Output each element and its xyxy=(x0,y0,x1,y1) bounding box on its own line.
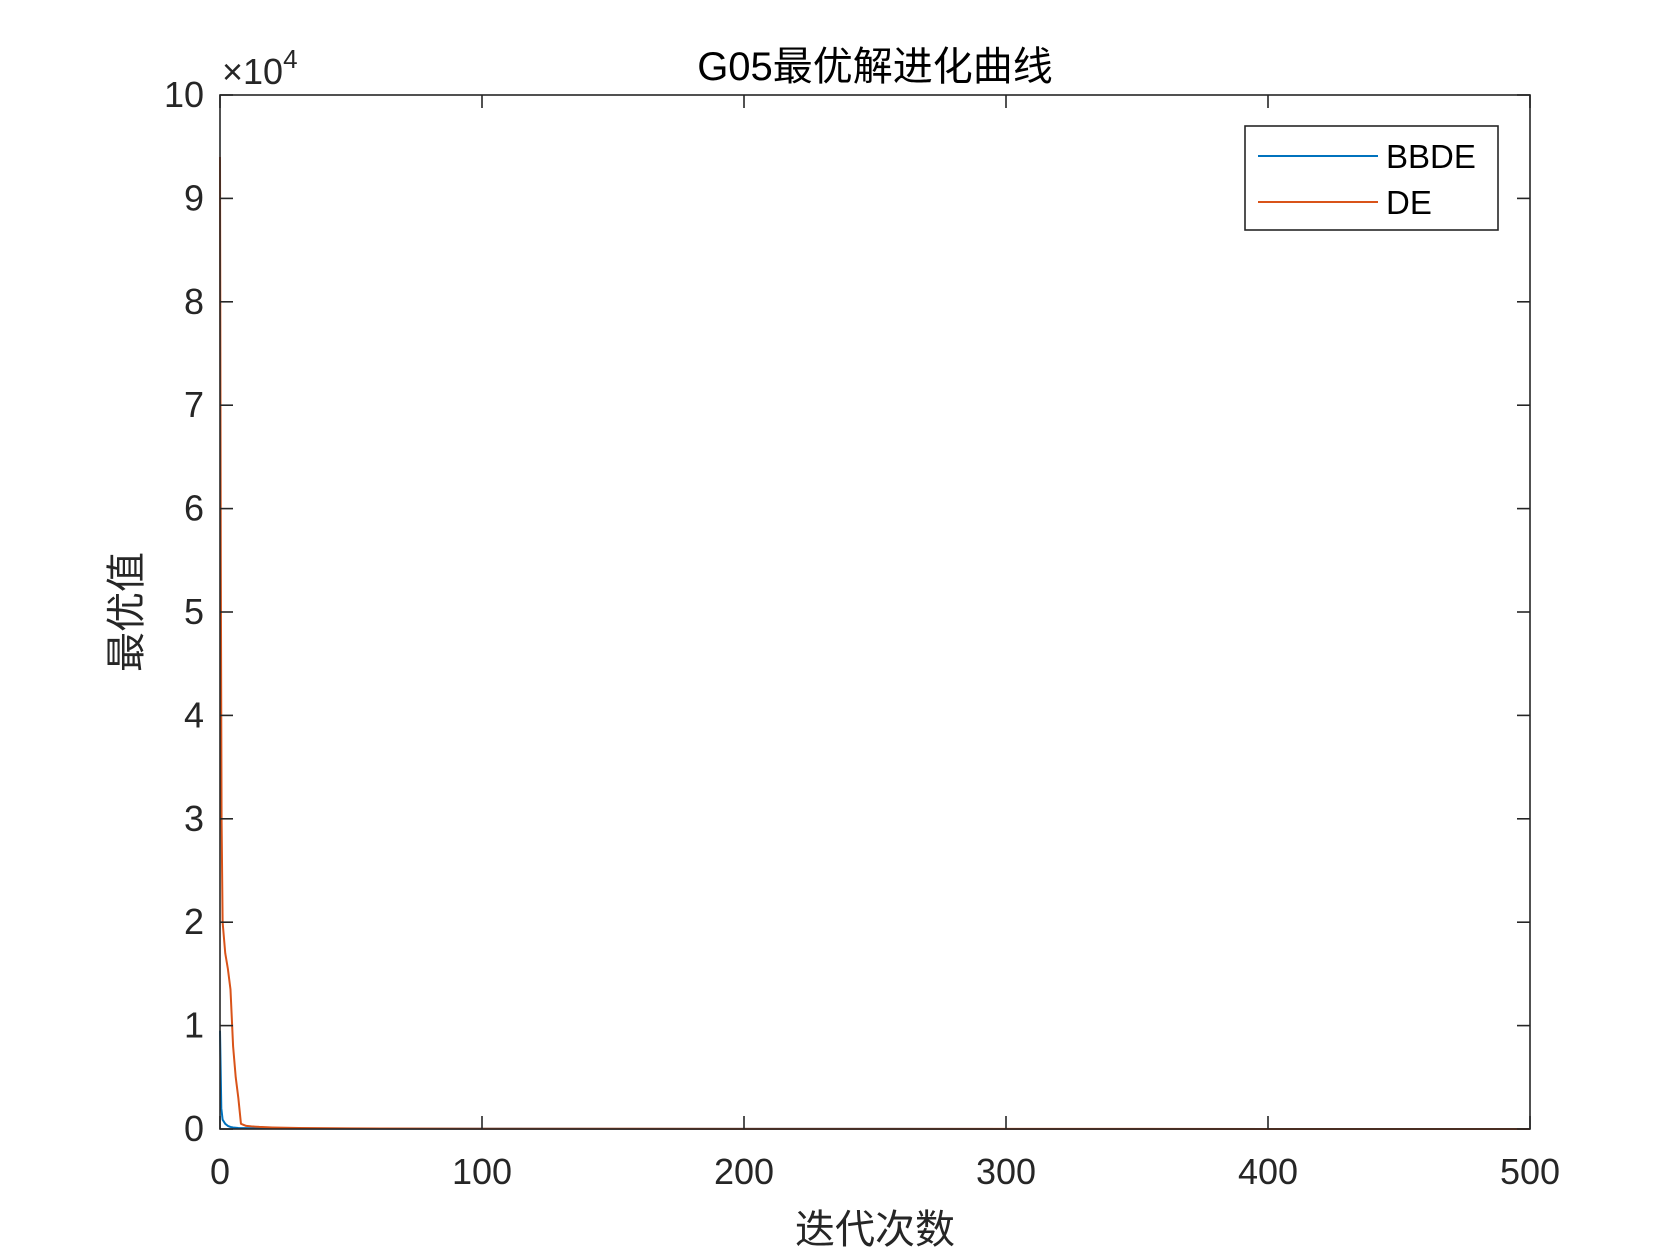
legend-label-bbde: BBDE xyxy=(1386,138,1476,175)
y-tick-labels: 0 1 2 3 4 5 6 7 8 9 10 xyxy=(164,74,204,1149)
y-tick-label: 1 xyxy=(184,1005,204,1046)
x-tick-label: 400 xyxy=(1238,1151,1298,1192)
y-tick-label: 9 xyxy=(184,177,204,218)
x-tick-label: 500 xyxy=(1500,1151,1560,1192)
y-tick-label: 7 xyxy=(184,384,204,425)
x-tick-labels: 0 100 200 300 400 500 xyxy=(210,1151,1560,1192)
y-tick-label: 4 xyxy=(184,694,204,735)
y-tick-label: 6 xyxy=(184,488,204,529)
legend-label-de: DE xyxy=(1386,184,1432,221)
y-tick-label: 5 xyxy=(184,591,204,632)
y-exponent-base: ×10 xyxy=(222,51,283,92)
x-tick-label: 0 xyxy=(210,1151,230,1192)
x-tick-label: 300 xyxy=(976,1151,1036,1192)
y-exponent-power: 4 xyxy=(283,44,297,74)
ticks-layer xyxy=(219,94,1531,1130)
y-tick-label: 10 xyxy=(164,74,204,115)
x-tick-label: 200 xyxy=(714,1151,774,1192)
y-tick-label: 3 xyxy=(184,798,204,839)
y-axis-label: 最优值 xyxy=(105,552,149,672)
legend-box xyxy=(1244,125,1499,231)
y-tick-label: 2 xyxy=(184,901,204,942)
x-axis-label: 迭代次数 xyxy=(795,1208,955,1252)
svg-text:×104: ×104 xyxy=(222,44,298,92)
x-tick-label: 100 xyxy=(452,1151,512,1192)
y-exponent-label: ×104 xyxy=(222,44,298,92)
y-tick-label: 8 xyxy=(184,281,204,322)
y-tick-label: 0 xyxy=(184,1108,204,1149)
legend: BBDE DE xyxy=(1244,125,1499,231)
chart-title: G05最优解进化曲线 xyxy=(697,45,1053,89)
